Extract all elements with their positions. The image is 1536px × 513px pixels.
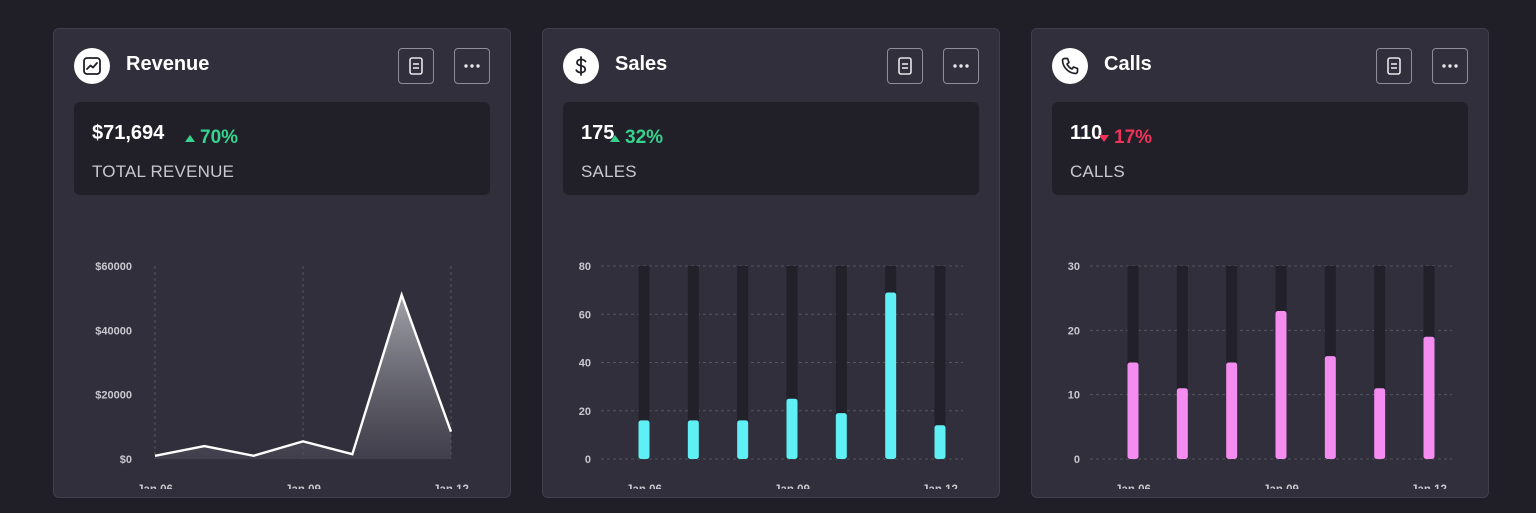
stat-label: TOTAL REVENUE [92, 162, 235, 181]
bar-track [687, 266, 699, 459]
bar [638, 420, 650, 459]
stat-value: $71,694 [92, 122, 165, 144]
bar [885, 292, 897, 459]
phone-icon [1052, 48, 1088, 84]
stat-summary: 110 17% CALLS [1052, 102, 1468, 195]
x-tick-label: Jan 09 [285, 484, 321, 489]
x-tick-label: Jan 12 [1411, 484, 1447, 489]
stat-change: 32% [610, 127, 663, 149]
x-tick-label: Jan 12 [922, 484, 958, 489]
revenue-area [155, 294, 451, 459]
stat-label: SALES [581, 162, 637, 181]
stat-value: 175 [581, 122, 615, 144]
bar-track [786, 266, 798, 459]
x-tick-label: Jan 06 [1115, 484, 1151, 489]
bar [1226, 362, 1238, 459]
stat-summary: $71,694 70% TOTAL REVENUE [74, 102, 490, 195]
more-icon [464, 64, 480, 68]
more-button[interactable] [943, 48, 979, 84]
report-button[interactable] [887, 48, 923, 84]
bar-track [934, 266, 946, 459]
bar [835, 413, 847, 459]
bar [737, 420, 749, 459]
revenue-chart: $0 $20000 $40000 $60000 Jan 06 Jan 09 Jan 12 [95, 261, 469, 489]
bar [1324, 356, 1336, 459]
revenue-card: Revenue $71,694 70% TOTAL REVENUE [53, 28, 511, 498]
bar [1374, 388, 1386, 459]
calls-chart: 0 10 20 30 Jan 06 Jan 09 Jan 12 [1068, 261, 1452, 489]
stat-change: 17% [1099, 127, 1152, 149]
bar [1127, 362, 1139, 459]
report-button[interactable] [398, 48, 434, 84]
y-tick-label: 40 [579, 358, 591, 370]
bar [1423, 336, 1435, 459]
stat-change-value: 17% [1114, 127, 1153, 148]
arrow-up-icon [610, 134, 620, 142]
bar [786, 398, 798, 459]
more-button[interactable] [1432, 48, 1468, 84]
y-tick-label: $20000 [95, 390, 132, 402]
bar [934, 425, 946, 459]
more-icon [1442, 64, 1458, 68]
x-tick-label: Jan 12 [433, 484, 469, 489]
dollar-icon [563, 48, 599, 84]
more-button[interactable] [454, 48, 490, 84]
y-tick-label: $60000 [95, 261, 132, 273]
card-title: Calls [1104, 53, 1152, 75]
arrow-up-icon [185, 134, 195, 142]
bar-track [1176, 266, 1188, 459]
y-tick-label: 0 [1074, 454, 1080, 466]
y-tick-label: $0 [120, 454, 132, 466]
sales-card: Sales 175 32% SALES 020406080J [542, 28, 1000, 498]
stat-label: CALLS [1070, 162, 1125, 181]
y-tick-label: 80 [579, 261, 591, 273]
report-button[interactable] [1376, 48, 1412, 84]
stat-value: 110 [1070, 122, 1103, 144]
more-icon [953, 64, 969, 68]
x-tick-label: Jan 06 [626, 484, 662, 489]
bar-track [835, 266, 847, 459]
card-header: Calls [1052, 47, 1468, 85]
sales-chart: 0 20 40 60 80 Jan 06 Jan 09 Jan 12 [579, 261, 963, 489]
stat-change-value: 70% [200, 127, 239, 148]
y-tick-label: 20 [1068, 325, 1080, 337]
x-tick-label: Jan 09 [1263, 484, 1299, 489]
y-tick-label: 30 [1068, 261, 1080, 273]
arrow-down-icon [1099, 134, 1109, 142]
stat-change-value: 32% [625, 127, 664, 148]
document-icon [1387, 57, 1401, 75]
stat-summary: 175 32% SALES [563, 102, 979, 195]
trend-line-icon [74, 48, 110, 84]
card-title: Revenue [126, 53, 210, 75]
card-header: Revenue [74, 47, 490, 85]
document-icon [409, 57, 423, 75]
bar-track [737, 266, 749, 459]
y-tick-label: 60 [579, 309, 591, 321]
document-icon [898, 57, 912, 75]
x-tick-label: Jan 06 [137, 484, 173, 489]
y-tick-label: 10 [1068, 390, 1080, 402]
stat-change: 70% [185, 127, 238, 149]
y-tick-label: 0 [585, 454, 591, 466]
bar-track [1374, 266, 1386, 459]
card-header: Sales [563, 47, 979, 85]
card-title: Sales [615, 53, 668, 75]
y-tick-label: $40000 [95, 325, 132, 337]
bar [1176, 388, 1188, 459]
bar-track [638, 266, 650, 459]
calls-card: Calls 110 17% CALLS 0102030Jan [1031, 28, 1489, 498]
y-tick-label: 20 [579, 406, 591, 418]
bar [687, 420, 699, 459]
bar [1275, 311, 1287, 459]
x-tick-label: Jan 09 [774, 484, 810, 489]
